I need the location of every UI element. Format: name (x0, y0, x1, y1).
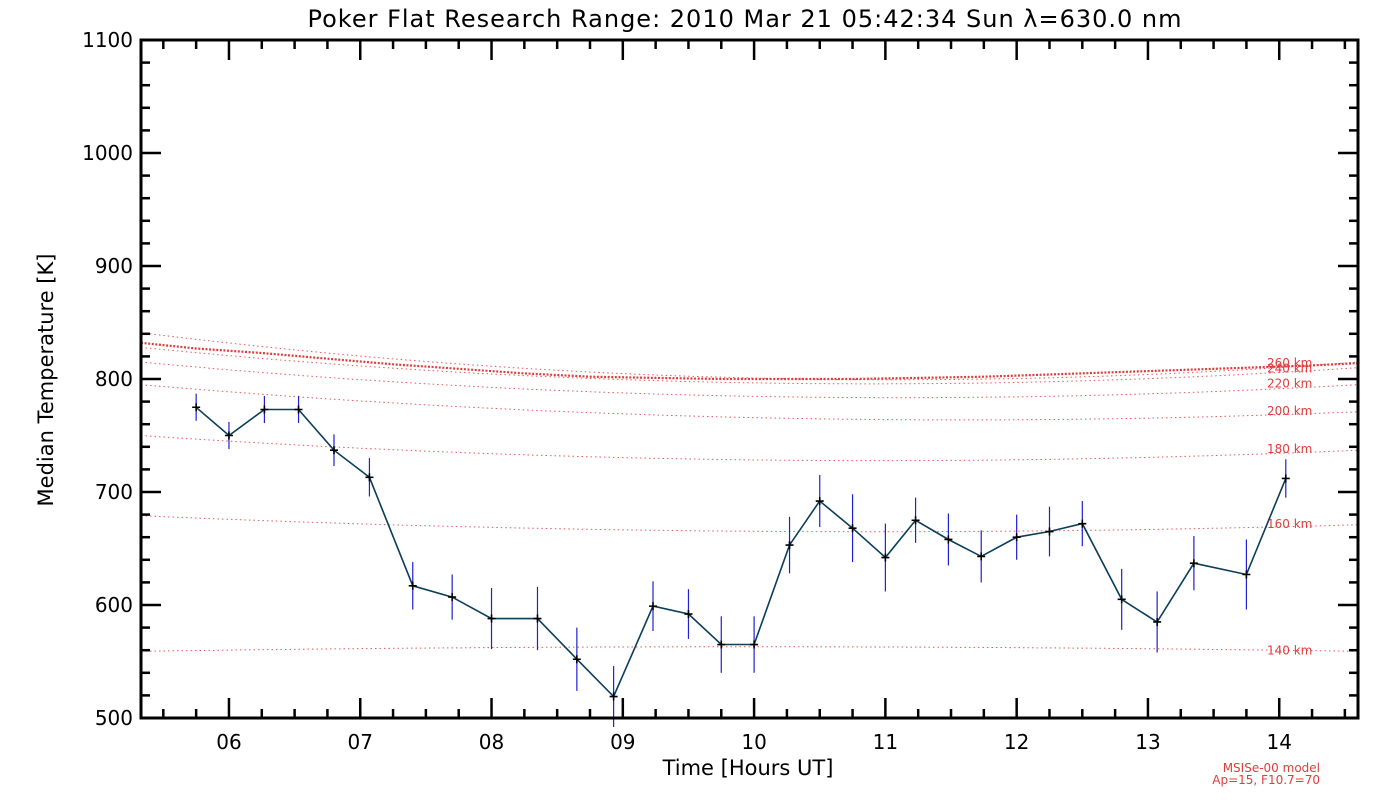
x-tick-label: 10 (741, 730, 766, 754)
data-point (192, 403, 201, 412)
x-tick-label: 12 (1004, 730, 1029, 754)
x-tick-label: 14 (1267, 730, 1292, 754)
model-series-line (140, 341, 1359, 381)
x-tick-label: 09 (610, 730, 635, 754)
altitude-label: 200 km (1267, 404, 1312, 418)
altitude-label: 180 km (1267, 442, 1312, 456)
data-point (1012, 533, 1021, 542)
y-tick-label: 500 (95, 706, 133, 730)
data-point (224, 431, 233, 440)
data-point (717, 640, 726, 649)
altitude-label: 160 km (1267, 517, 1312, 531)
data-point (911, 516, 920, 525)
data-point (848, 524, 857, 533)
data-point (609, 692, 618, 701)
x-tick-label: 07 (348, 730, 373, 754)
altitude-curve (140, 435, 1359, 462)
y-tick-label: 700 (95, 480, 133, 504)
data-point (750, 640, 759, 649)
y-tick-label: 1000 (82, 141, 133, 165)
data-point (1078, 519, 1087, 528)
altitude-label: 240 km (1267, 362, 1312, 376)
altitude-label: 140 km (1267, 643, 1312, 657)
data-point (487, 614, 496, 623)
y-tick-label: 800 (95, 367, 133, 391)
x-tick-label: 08 (479, 730, 504, 754)
altitude-curve (140, 646, 1359, 652)
data-point (881, 553, 890, 562)
y-axis-title: Median Temperature [K] (34, 254, 58, 507)
data-point (785, 541, 794, 550)
altitude-curve (140, 332, 1359, 381)
y-tick-label: 600 (95, 593, 133, 617)
data-point (294, 405, 303, 414)
data-point (1281, 474, 1290, 483)
data-point (572, 655, 581, 664)
data-point (365, 473, 374, 482)
measured-series-line (195, 406, 1287, 698)
altitude-curve (140, 384, 1359, 421)
y-tick-label: 1100 (82, 28, 133, 52)
data-point (1045, 527, 1054, 536)
altitude-curve (140, 346, 1359, 385)
altitude-curve (140, 515, 1359, 533)
data-point (448, 593, 457, 602)
data-point (260, 405, 269, 414)
data-point (408, 581, 417, 590)
x-axis-title: Time [Hours UT] (662, 756, 834, 780)
data-point (1153, 617, 1162, 626)
chart-title: Poker Flat Research Range: 2010 Mar 21 0… (307, 5, 1182, 33)
data-point (684, 610, 693, 619)
data-point (329, 446, 338, 455)
data-point (944, 535, 953, 544)
data-point (815, 497, 824, 506)
model-note-line-1: MSISe-00 model (1223, 761, 1320, 775)
y-tick-label: 900 (95, 254, 133, 278)
x-tick-label: 13 (1135, 730, 1160, 754)
data-point (1117, 595, 1126, 604)
x-tick-label: 11 (873, 730, 898, 754)
data-point (649, 602, 658, 611)
data-point (533, 614, 542, 623)
data-point (977, 552, 986, 561)
model-note-line-2: Ap=15, F10.7=70 (1212, 773, 1320, 787)
data-point (1189, 559, 1198, 568)
x-tick-label: 06 (216, 730, 241, 754)
altitude-curve (140, 361, 1359, 399)
data-point (1242, 570, 1251, 579)
altitude-label: 220 km (1267, 377, 1312, 391)
